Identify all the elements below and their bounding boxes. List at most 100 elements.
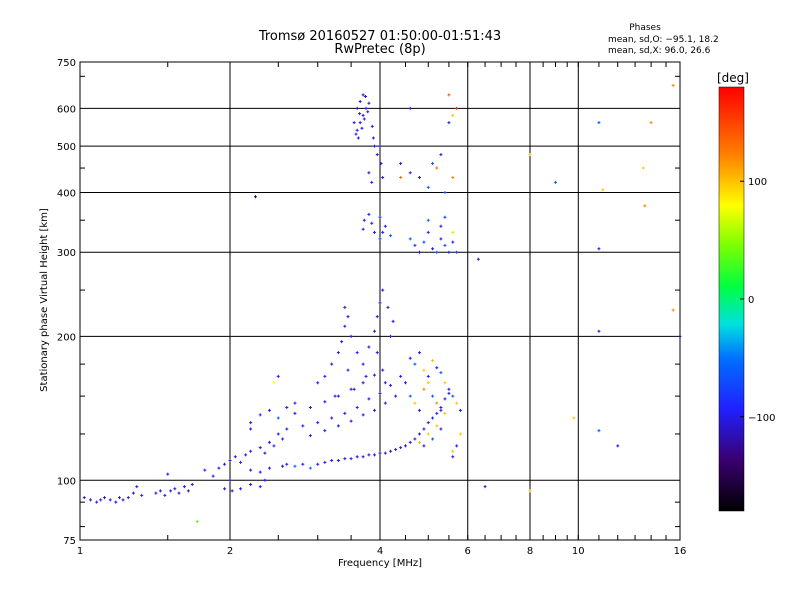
data-point <box>263 451 267 455</box>
data-point <box>447 93 451 97</box>
data-point <box>455 106 459 110</box>
y-tick-label: 300 <box>57 248 76 259</box>
data-point <box>352 387 356 391</box>
grid-lines <box>79 61 681 541</box>
data-point <box>447 391 451 395</box>
data-point <box>431 437 435 441</box>
data-point <box>285 405 289 409</box>
y-tick-label: 750 <box>57 58 76 69</box>
data-point <box>426 432 430 436</box>
data-point <box>276 416 280 420</box>
y-tick-label: 100 <box>57 476 76 487</box>
data-point <box>641 166 645 170</box>
data-point <box>233 455 237 459</box>
colorbar-ticks: 100 0 −100 <box>740 177 775 424</box>
y-tick-label: 600 <box>57 104 76 115</box>
data-point <box>258 446 262 450</box>
data-point <box>343 324 347 328</box>
y-tick-label: 75 <box>63 536 76 547</box>
data-point <box>272 444 276 448</box>
data-point <box>458 408 462 412</box>
data-point <box>173 487 177 491</box>
data-point <box>301 424 305 428</box>
y-tick-label: 500 <box>57 142 76 153</box>
data-point <box>435 366 439 370</box>
data-point <box>528 489 532 493</box>
data-point <box>356 136 360 140</box>
data-point <box>408 356 412 360</box>
data-point <box>316 462 320 466</box>
data-point <box>373 408 377 412</box>
data-point <box>358 112 362 116</box>
data-point <box>597 121 601 125</box>
data-point <box>258 413 262 417</box>
data-point <box>431 394 435 398</box>
data-point <box>439 405 443 409</box>
data-point <box>276 432 280 436</box>
data-point <box>375 315 379 319</box>
data-point <box>601 188 605 192</box>
data-point <box>333 394 337 398</box>
data-point <box>447 121 451 125</box>
data-point <box>330 362 334 366</box>
data-point <box>140 493 144 497</box>
data-point <box>413 437 417 441</box>
data-point <box>263 478 267 482</box>
data-point <box>364 374 368 378</box>
data-point <box>308 405 312 409</box>
data-point <box>455 401 459 405</box>
data-point <box>375 153 379 157</box>
data-point <box>108 498 112 502</box>
data-point <box>597 329 601 333</box>
data-point <box>378 301 382 305</box>
data-point <box>381 368 385 372</box>
data-point <box>386 305 390 309</box>
data-point <box>366 110 370 114</box>
data-point <box>408 394 412 398</box>
data-point <box>267 408 271 412</box>
data-point <box>361 362 365 366</box>
data-point <box>403 381 407 385</box>
x-tick-label: 8 <box>527 546 533 557</box>
data-point <box>340 340 344 344</box>
data-point <box>389 383 393 387</box>
data-point <box>426 230 430 234</box>
data-point <box>408 171 412 175</box>
data-point <box>361 93 365 97</box>
data-point <box>370 124 374 128</box>
data-point <box>643 204 647 208</box>
data-point <box>169 489 173 493</box>
data-point <box>373 329 377 333</box>
data-point <box>367 453 371 457</box>
data-point <box>131 491 135 495</box>
data-point <box>443 190 447 194</box>
data-point <box>346 368 350 372</box>
data-point <box>422 240 426 244</box>
data-point <box>362 218 366 222</box>
data-point <box>249 427 253 431</box>
data-point <box>370 180 374 184</box>
data-point <box>373 230 377 234</box>
data-point <box>154 491 158 495</box>
data-point <box>422 444 426 448</box>
data-point <box>258 485 262 489</box>
data-point <box>422 427 426 431</box>
data-point <box>399 374 403 378</box>
data-point <box>422 368 426 372</box>
data-point <box>203 468 207 472</box>
data-point <box>177 491 181 495</box>
data-point <box>293 464 297 468</box>
data-point <box>476 257 480 261</box>
data-point <box>367 345 371 349</box>
data-point <box>352 121 356 125</box>
data-point <box>399 446 403 450</box>
data-point <box>367 171 371 175</box>
data-point <box>281 437 285 441</box>
data-point <box>89 498 93 502</box>
data-point <box>239 460 243 464</box>
data-point <box>408 106 412 110</box>
data-point <box>426 218 430 222</box>
data-point <box>455 250 459 254</box>
data-point <box>439 408 443 412</box>
data-point <box>355 128 359 132</box>
